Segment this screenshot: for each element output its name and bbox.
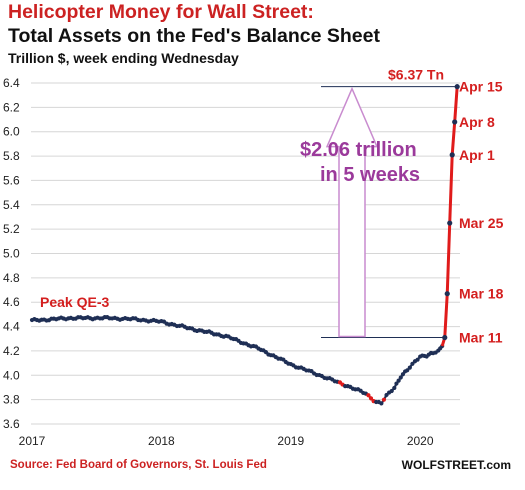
data-point — [389, 388, 394, 394]
y-tick-label: 6.4 — [3, 76, 20, 90]
surge-date-label: Mar 18 — [459, 286, 504, 302]
surge-point — [444, 291, 450, 297]
y-tick-label: 6.2 — [3, 100, 20, 114]
chart-subtitle: Total Assets on the Fed's Balance Sheet — [8, 25, 380, 47]
surge-line — [440, 86, 459, 347]
y-tick-label: 4.2 — [3, 344, 20, 358]
y-tick-label: 6.0 — [3, 125, 20, 139]
surge-date-label: Mar 25 — [459, 215, 504, 231]
surge-point — [449, 152, 455, 158]
x-tick-label: 2017 — [19, 434, 46, 448]
surge-point — [452, 119, 458, 125]
data-point — [381, 397, 387, 402]
increase-arrow — [325, 86, 379, 338]
data-point — [415, 357, 420, 362]
y-tick-label: 5.0 — [3, 247, 20, 261]
source-note: Source: Fed Board of Governors, St. Loui… — [10, 459, 267, 471]
unit-label: Trillion $, week ending Wednesday — [8, 50, 239, 66]
y-tick-label: 4.0 — [3, 368, 20, 382]
y-tick-label: 3.8 — [3, 393, 20, 407]
top-value-label: $6.37 Tn — [388, 67, 444, 83]
y-tick-label: 4.8 — [3, 271, 20, 285]
chart-title: Helicopter Money for Wall Street: — [8, 1, 314, 23]
data-point — [410, 361, 415, 366]
surge-date-label: Apr 8 — [459, 114, 495, 130]
surge-point — [447, 220, 453, 226]
data-point — [366, 393, 371, 398]
balance-line — [31, 316, 444, 405]
y-tick-label: 4.6 — [3, 295, 20, 309]
surge-date-label: Apr 1 — [459, 147, 495, 163]
surge-date-label: Apr 15 — [459, 79, 503, 95]
brand-logo-text: WOLFSTREET.com — [401, 458, 511, 472]
data-point — [368, 396, 374, 401]
data-point — [396, 378, 401, 383]
y-tick-label: 5.4 — [3, 198, 20, 212]
increase-label: $2.06 trillion — [300, 139, 417, 161]
data-point — [379, 401, 384, 406]
y-tick-label: 5.8 — [3, 149, 20, 163]
increase-sublabel: in 5 weeks — [320, 164, 420, 186]
data-point — [398, 375, 403, 380]
data-point — [405, 368, 410, 373]
y-tick-label: 3.6 — [3, 417, 20, 431]
x-tick-label: 2018 — [148, 434, 175, 448]
data-point — [407, 365, 412, 370]
peak-label: Peak QE-3 — [40, 294, 109, 310]
data-point — [394, 381, 399, 386]
x-tick-label: 2019 — [277, 434, 304, 448]
surge-date-label: Mar 11 — [459, 330, 503, 346]
y-tick-label: 5.6 — [3, 173, 20, 187]
y-tick-label: 5.2 — [3, 222, 20, 236]
x-tick-label: 2020 — [407, 434, 434, 448]
data-point — [392, 385, 397, 391]
y-tick-label: 4.4 — [3, 320, 20, 334]
